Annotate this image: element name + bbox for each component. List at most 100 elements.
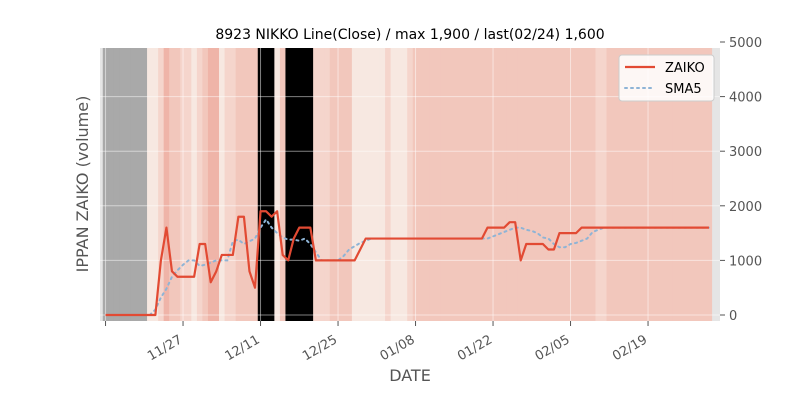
band-108 [700,48,707,321]
band-29 [263,48,270,321]
x-tick-label-6: 02/19 [610,332,650,364]
band-18 [202,48,209,321]
y-tick-label-4: 4000 [729,91,762,106]
band-43 [340,48,347,321]
band-58 [423,48,430,321]
band-24 [235,48,242,321]
band-81 [551,48,558,321]
x-tick-label-2: 12/25 [300,332,340,364]
band-109 [706,48,713,321]
band-68 [479,48,486,321]
band-62 [445,48,452,321]
band-33 [285,48,292,321]
band-23 [230,48,237,321]
band-93 [617,48,624,321]
band-77 [529,48,535,321]
band-15 [185,48,192,321]
legend-label-sma5: SMA5 [665,82,702,97]
band-66 [468,48,475,321]
band-6 [135,48,142,321]
band-107 [695,48,702,321]
band-65 [462,48,469,321]
x-axis-title: DATE [389,366,431,385]
band-83 [562,48,569,321]
band-82 [556,48,563,321]
band-37 [307,48,314,321]
x-tick-label-4: 01/22 [455,332,495,364]
band-89 [595,48,602,321]
y-tick-label-1: 1000 [729,254,762,269]
y-tick-label-3: 3000 [729,145,762,160]
y-tick-label-2: 2000 [729,200,762,215]
band-22 [224,48,231,321]
band-71 [495,48,502,321]
band-94 [623,48,630,321]
band-57 [418,48,425,321]
band-63 [451,48,458,321]
band-60 [434,48,441,321]
band-106 [689,48,696,321]
band-47 [362,48,369,321]
band-52 [390,48,397,321]
band-73 [506,48,513,321]
grid-lines [100,41,720,321]
band-50 [379,48,386,321]
band-45 [351,48,358,321]
band-12 [169,48,176,321]
band-105 [684,48,690,321]
band-91 [606,48,613,321]
band-79 [540,48,547,321]
chart-title: 8923 NIKKO Line(Close) / max 1,900 / las… [215,27,604,43]
band-46 [357,48,364,321]
band-8 [147,48,153,321]
x-tick-label-0: 11/27 [145,332,185,364]
band-104 [678,48,685,321]
band-76 [523,48,530,321]
band-48 [368,48,375,321]
band-10 [158,48,165,321]
band-19 [207,48,214,321]
band-44 [346,48,353,321]
y-tick-label-0: 0 [729,309,737,324]
band-101 [661,48,668,321]
band-72 [501,48,508,321]
band-64 [457,48,463,321]
band-74 [512,48,519,321]
band-1 [108,48,115,321]
band-53 [396,48,403,321]
band-90 [600,48,607,321]
band-61 [440,48,447,321]
y-axis-title: IPPAN ZAIKO (volume) [73,96,92,273]
band-34 [290,48,297,321]
band-96 [634,48,641,321]
band-32 [279,48,286,321]
band-25 [241,48,248,321]
x-axis-ticks: 11/27 12/11 12/25 01/08 01/22 02/05 02/19 [105,321,650,364]
band-99 [650,48,657,321]
band-92 [612,48,618,321]
band-16 [191,48,198,321]
band-55 [407,48,414,321]
band-78 [534,48,541,321]
band-102 [667,48,674,321]
band-38 [313,48,320,321]
band-13 [174,48,181,321]
band-5 [130,48,137,321]
band-30 [268,48,275,321]
band-51 [385,48,392,321]
y-axis-ticks: 0 1000 2000 3000 4000 5000 [720,36,762,324]
legend-label-zaiko: ZAIKO [665,61,705,76]
band-7 [141,48,148,321]
band-9 [152,48,159,321]
band-88 [589,48,596,321]
band-2 [113,48,120,321]
band-75 [517,48,524,321]
band-39 [318,48,325,321]
band-87 [584,48,591,321]
band-103 [672,48,679,321]
band-67 [473,48,480,321]
band-97 [639,48,646,321]
band-21 [219,48,225,321]
band-35 [296,48,303,321]
